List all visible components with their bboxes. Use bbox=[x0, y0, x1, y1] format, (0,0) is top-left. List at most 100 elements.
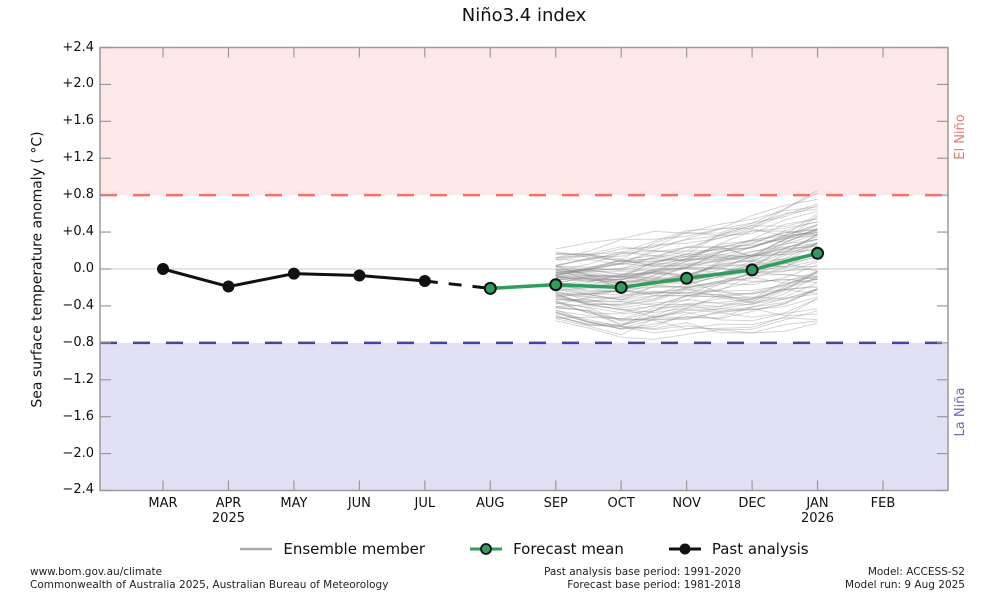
past-analysis-point bbox=[418, 274, 431, 287]
past-to-forecast-connector bbox=[424, 279, 491, 290]
ensemble-line bbox=[555, 225, 818, 276]
ensemble-line bbox=[555, 277, 818, 311]
y-tick-label: +1.2 bbox=[62, 150, 94, 166]
ensemble-members bbox=[555, 189, 818, 340]
footer-model-run: Model run: 9 Aug 2025 bbox=[845, 579, 965, 591]
y-tick-label: −1.2 bbox=[62, 371, 94, 387]
footer-model-info: Model: ACCESS-S2 Model run: 9 Aug 2025 bbox=[845, 566, 965, 592]
ensemble-line bbox=[555, 238, 818, 288]
ensemble-line bbox=[555, 228, 818, 274]
x-tick-label: AUG bbox=[476, 496, 505, 511]
ensemble-line bbox=[555, 320, 818, 340]
ensemble-line bbox=[555, 275, 818, 315]
footer-base-periods: Past analysis base period: 1991-2020 For… bbox=[544, 566, 741, 592]
ensemble-line bbox=[555, 230, 818, 276]
ensemble-line bbox=[555, 288, 818, 321]
forecast-mean-point bbox=[549, 278, 563, 292]
ensemble-line bbox=[555, 271, 818, 309]
x-tick-label: MAY bbox=[280, 496, 308, 511]
ensemble-line bbox=[555, 228, 818, 284]
past-analysis-point bbox=[353, 269, 366, 282]
la-nina-region-label: La Niña bbox=[953, 387, 968, 437]
ensemble-line bbox=[555, 228, 818, 276]
ensemble-line bbox=[555, 227, 818, 279]
ensemble-line bbox=[555, 206, 818, 258]
forecast-mean-line bbox=[490, 251, 818, 291]
y-tick-label: 0.0 bbox=[73, 261, 94, 276]
y-tick-label: +2.0 bbox=[62, 76, 94, 92]
ensemble-line bbox=[555, 298, 818, 336]
ensemble-line bbox=[555, 315, 818, 334]
x-tick-label: FEB bbox=[870, 496, 896, 511]
x-tick-year-label: 2025 bbox=[211, 511, 245, 526]
ensemble-line bbox=[555, 243, 818, 274]
ensemble-line bbox=[555, 276, 818, 298]
x-tick-label: JUN bbox=[347, 496, 371, 511]
ensemble-line-icon bbox=[240, 547, 273, 551]
legend-label-ensemble: Ensemble member bbox=[283, 540, 426, 558]
ensemble-line bbox=[555, 238, 818, 276]
footer-forecast-base-period: Forecast base period: 1981-2018 bbox=[567, 579, 741, 591]
y-tick-label: −2.0 bbox=[62, 445, 94, 461]
ensemble-line bbox=[555, 234, 818, 285]
ensemble-line bbox=[555, 268, 818, 296]
ensemble-line bbox=[555, 289, 818, 330]
y-tick-label: −2.4 bbox=[62, 482, 94, 498]
footer-url: www.bom.gov.au/climate bbox=[30, 566, 163, 578]
ensemble-line bbox=[555, 288, 818, 319]
ensemble-line bbox=[555, 278, 818, 314]
x-tick-label: JAN bbox=[806, 496, 829, 511]
ensemble-line bbox=[555, 213, 818, 263]
footer-attribution: www.bom.gov.au/climate Commonwealth of A… bbox=[30, 566, 388, 592]
ensemble-line bbox=[555, 310, 818, 331]
past-analysis-line-icon bbox=[668, 543, 701, 555]
ensemble-line bbox=[555, 297, 818, 330]
ensemble-line bbox=[555, 271, 818, 305]
legend: Ensemble member Forecast mean Past analy… bbox=[100, 535, 948, 563]
x-tick-label: APR bbox=[215, 496, 242, 511]
ensemble-line bbox=[555, 189, 818, 261]
legend-item-past: Past analysis bbox=[668, 540, 809, 558]
ensemble-line bbox=[555, 285, 818, 327]
ensemble-line bbox=[555, 288, 818, 321]
el-nino-region-label: El Niño bbox=[953, 114, 968, 160]
y-tick-label: +0.4 bbox=[62, 224, 94, 240]
ensemble-line bbox=[555, 307, 818, 330]
legend-label-past: Past analysis bbox=[711, 540, 809, 558]
ensemble-line bbox=[555, 229, 818, 274]
ensemble-line bbox=[555, 215, 818, 266]
ensemble-line bbox=[555, 270, 818, 307]
ensemble-line bbox=[555, 278, 818, 306]
la-nina-band bbox=[100, 342, 948, 491]
ensemble-line bbox=[555, 224, 818, 272]
ensemble-line bbox=[555, 210, 818, 260]
ensemble-line bbox=[555, 308, 818, 326]
ensemble-line bbox=[555, 218, 818, 261]
x-tick-label: JUL bbox=[414, 496, 436, 511]
y-tick-label: −0.8 bbox=[62, 334, 94, 350]
ensemble-line bbox=[555, 289, 818, 330]
forecast-mean-point bbox=[745, 263, 759, 277]
ensemble-line bbox=[555, 293, 818, 320]
ensemble-line bbox=[555, 208, 818, 267]
ensemble-line bbox=[555, 241, 818, 289]
x-tick-year-label: 2026 bbox=[800, 511, 835, 526]
ensemble-line bbox=[555, 228, 818, 272]
ensemble-line bbox=[555, 234, 818, 283]
y-tick-label: −1.6 bbox=[62, 408, 94, 424]
forecast-mean-point bbox=[483, 281, 497, 295]
page-title: Niño3.4 index bbox=[461, 5, 587, 26]
ensemble-line bbox=[555, 296, 818, 327]
forecast-mean-point bbox=[680, 271, 694, 285]
ensemble-line bbox=[555, 203, 818, 255]
ensemble-line bbox=[555, 261, 818, 295]
ensemble-line bbox=[555, 281, 818, 305]
footer-model: Model: ACCESS-S2 bbox=[867, 566, 965, 578]
ensemble-line bbox=[555, 264, 818, 294]
ensemble-line bbox=[555, 256, 818, 303]
ensemble-line bbox=[555, 249, 818, 303]
x-tick-label: DEC bbox=[738, 496, 766, 511]
ensemble-line bbox=[555, 205, 818, 268]
ensemble-line bbox=[555, 260, 818, 294]
ensemble-line bbox=[555, 229, 818, 267]
